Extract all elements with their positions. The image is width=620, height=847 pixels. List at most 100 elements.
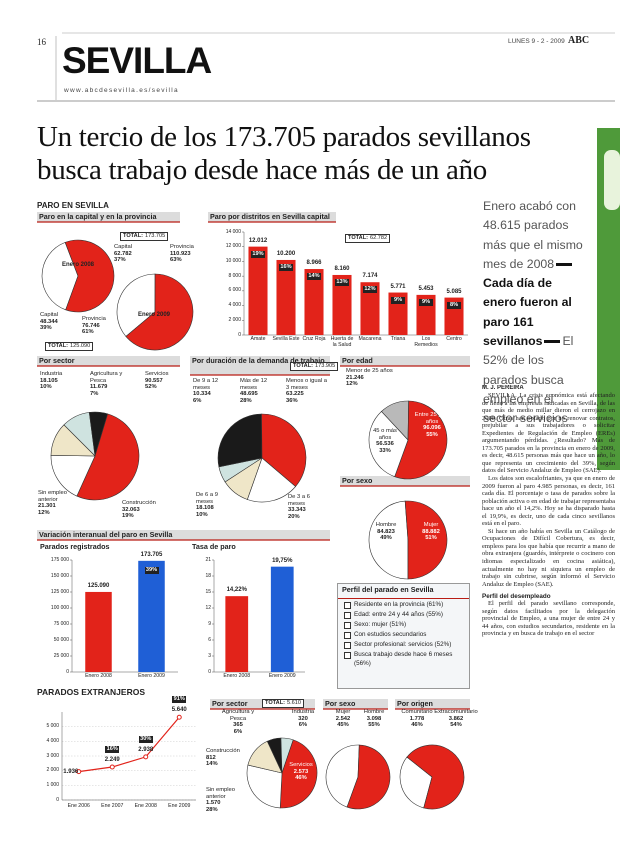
- profile-item: Residente en la provincia (61%): [338, 601, 469, 610]
- pie-value: 33.343: [288, 507, 306, 514]
- pie-value: 63.225: [286, 391, 304, 398]
- profile-item: Edad: entre 24 y 44 años (55%): [338, 611, 469, 620]
- percent-label: 16%: [279, 263, 293, 271]
- pie-label: Construcción 32.063 19%: [122, 500, 166, 520]
- paragraph: Si hace un año había en Sevilla un Catál…: [482, 527, 615, 588]
- bar: [270, 566, 294, 672]
- section-title: SEVILLA: [62, 40, 212, 81]
- chart-title: Paro por distritos en Sevilla capital: [210, 212, 330, 221]
- total-prefix: TOTAL:: [48, 343, 68, 349]
- pie-slice: [261, 413, 307, 487]
- x-tick-label: Enero 2009: [138, 673, 165, 679]
- y-tick-label: 10 000: [225, 257, 241, 264]
- percent-label: 8%: [447, 301, 461, 309]
- pie-value: 3.098: [366, 715, 382, 722]
- paragraph: Los datos son escalofriantes, ya que en …: [482, 475, 615, 528]
- pie-value: 84.823: [377, 528, 395, 535]
- infographic-title: PARO EN SEVILLA: [37, 201, 109, 210]
- pie-value: 18.105: [40, 377, 58, 384]
- change-label: 16%: [105, 746, 120, 753]
- value-label: 2.249: [104, 757, 120, 763]
- pie-label: Agricultura y Pesca 11.679 7%: [90, 371, 132, 397]
- total-box: TOTAL: 173.905: [290, 362, 339, 371]
- x-tick-label: Enero 2009: [268, 673, 296, 679]
- total-value: 62.782: [370, 235, 388, 241]
- brand: ABC: [568, 35, 590, 46]
- pie-label: Extracomunitario 3.862 54%: [434, 709, 478, 729]
- pie-percent: 39%: [40, 325, 52, 332]
- pie-percent: 10%: [196, 511, 208, 518]
- x-tick-label: Triana: [390, 336, 406, 342]
- x-tick-label: Huerta de la Salud: [330, 336, 354, 348]
- pie-percent: 28%: [206, 806, 218, 813]
- summary-highlight: Cada día de enero fueron al paro 161 sev…: [483, 276, 572, 349]
- chart-title: Variación interanual del paro en Sevilla: [39, 530, 173, 539]
- pie-label: Mujer 2.542 45%: [330, 709, 356, 729]
- pie-percent: 10%: [40, 384, 52, 391]
- chart-title: Por sexo: [342, 476, 373, 485]
- y-tick-label: 0: [238, 331, 241, 338]
- pie-slice: [279, 739, 318, 809]
- pie-category: Capital: [114, 244, 133, 250]
- pie-percent: 46%: [411, 722, 423, 729]
- pie-slice: [325, 744, 360, 808]
- value-label: 14,22%: [226, 587, 247, 594]
- y-tick-label: 125 000: [50, 588, 69, 595]
- pie-category: De 6 a 9 meses: [196, 492, 218, 505]
- point: [143, 754, 149, 760]
- pie-percent: 6%: [193, 397, 202, 404]
- pie-category: Agricultura y Pesca: [90, 371, 123, 384]
- value-label: 2.938: [138, 746, 154, 753]
- pie-percent: 55%: [426, 431, 438, 438]
- bar: [248, 246, 268, 335]
- pie-slice: [368, 411, 409, 478]
- total-box: TOTAL: 62.782: [345, 234, 391, 243]
- pie-category: Menor de 25 años: [346, 368, 393, 374]
- y-tick-label: 9: [208, 620, 211, 627]
- chart-title: Por sector: [212, 699, 248, 708]
- pie-percent: 46%: [295, 775, 307, 782]
- pie-label: Mujer 88.882 51%: [414, 522, 448, 542]
- paragraph: El perfil del parado sevillano correspon…: [482, 600, 615, 638]
- percent-label: 9%: [391, 296, 405, 304]
- value-label: 12.012: [248, 237, 268, 244]
- pie-category: Agricultura y Pesca: [221, 709, 255, 722]
- pie-category: Industria: [291, 709, 315, 715]
- y-tick-label: 175 000: [50, 556, 69, 563]
- pie-percent: 54%: [450, 722, 462, 729]
- x-tick-label: Ene 2009: [168, 803, 191, 809]
- percent-label: 13%: [335, 278, 349, 286]
- change-label: 30%: [138, 735, 153, 743]
- y-tick-label: 0: [208, 668, 211, 675]
- chart-title: Por sexo: [325, 699, 356, 708]
- pie-label: Capital 62.782 37%: [114, 244, 148, 264]
- pie-category: Provincia: [170, 244, 194, 250]
- pie-slice: [368, 500, 409, 580]
- pie-slice: [116, 273, 156, 337]
- pie-slice: [247, 740, 283, 774]
- pie-label: Entre 25 y 44 años 96.096 55%: [414, 412, 450, 438]
- pie-category: Mujer: [335, 709, 351, 715]
- value-label: 8.160: [334, 265, 350, 272]
- y-tick-label: 25 000: [53, 652, 69, 659]
- pie-label: Industria 18.105 10%: [40, 371, 76, 391]
- pie-value: 32.063: [122, 506, 140, 513]
- paragraph: SEVILLA. La crisis económica está afecta…: [482, 392, 615, 475]
- y-tick-label: 100 000: [50, 604, 69, 611]
- date: LUNES 9 - 2 - 2009: [508, 38, 565, 45]
- pie-slice: [346, 744, 391, 810]
- value-label: 7.174: [362, 273, 378, 280]
- pie-category: Hombre: [375, 522, 397, 528]
- pie-category: Construcción: [206, 748, 240, 754]
- value-label: 10.200: [276, 250, 296, 257]
- pie-slice: [399, 756, 433, 809]
- profile-item: Busca trabajo desde hace 6 meses (56%): [338, 651, 469, 668]
- y-tick-label: 50 000: [53, 636, 69, 643]
- pie-slice: [217, 413, 263, 468]
- total-box: TOTAL: 5.610: [262, 699, 304, 708]
- x-tick-label: Cruz Roja: [302, 336, 326, 342]
- chart-title: Paro en la capital y en la provincia: [39, 212, 157, 221]
- title-bar: [340, 356, 470, 366]
- pie-slice: [125, 273, 194, 351]
